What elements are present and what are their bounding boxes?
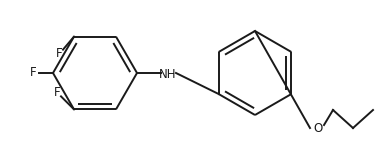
Text: F: F	[54, 86, 60, 99]
Text: NH: NH	[159, 68, 177, 81]
Text: F: F	[56, 47, 62, 60]
Text: O: O	[313, 122, 323, 134]
Text: F: F	[30, 66, 36, 80]
